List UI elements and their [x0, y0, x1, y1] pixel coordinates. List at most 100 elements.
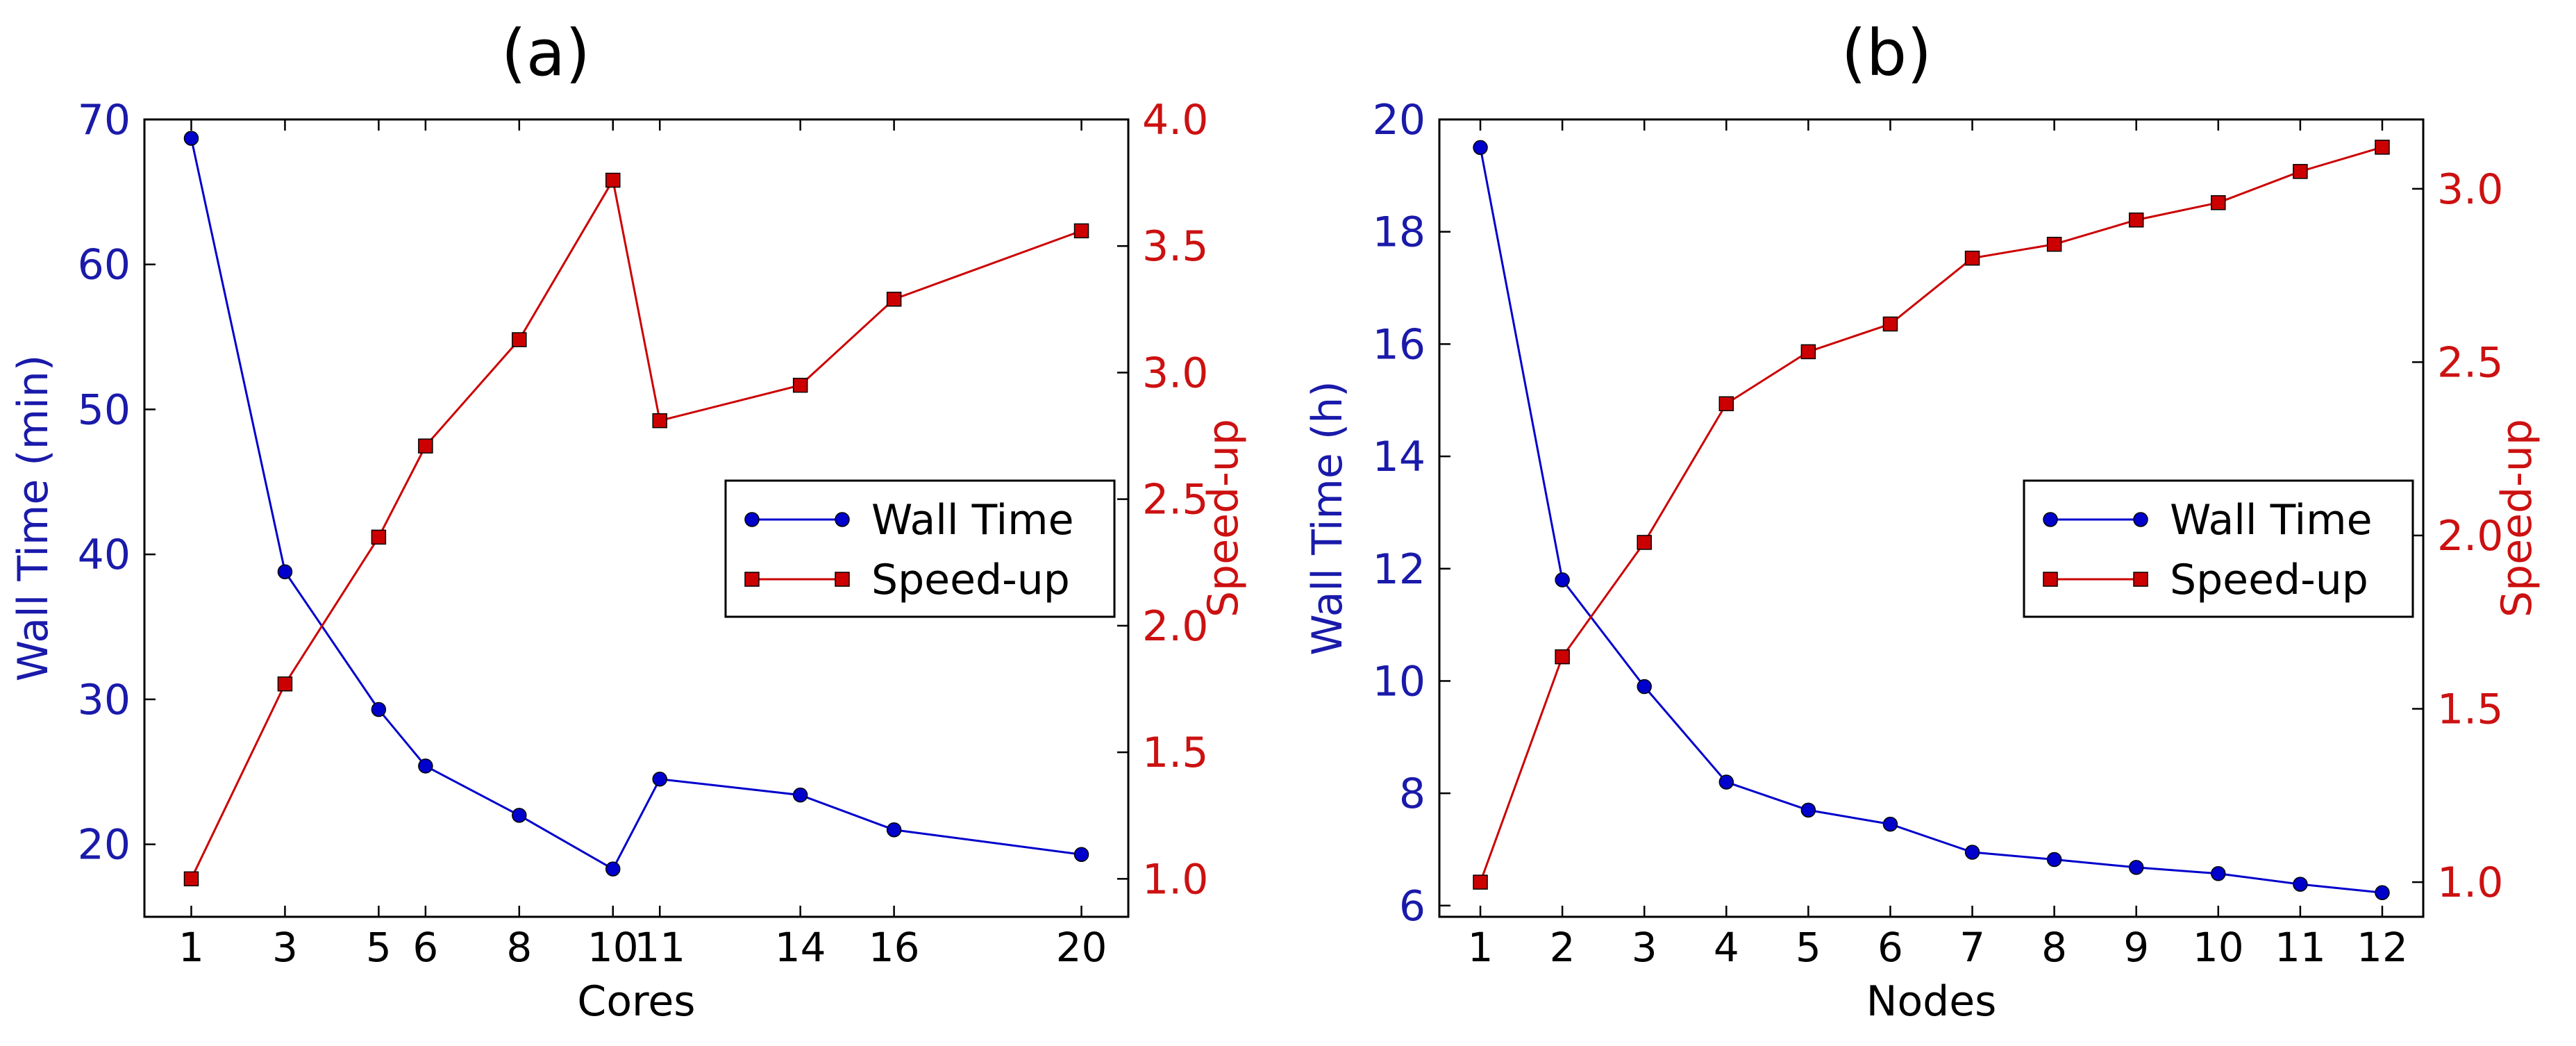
- x-tick-label: 4: [1714, 924, 1739, 971]
- x-tick-label: 8: [2041, 924, 2067, 971]
- data-point-wall-time: [1073, 847, 1089, 862]
- y-right-tick-label: 3.0: [1142, 349, 1208, 397]
- y-right-tick-label: 4.0: [1142, 96, 1208, 144]
- data-point-wall-time: [2046, 852, 2062, 867]
- data-point-wall-time: [1637, 679, 1652, 695]
- data-point-wall-time: [2128, 860, 2144, 875]
- legend-label: Speed-up: [2170, 556, 2368, 604]
- y-right-tick-label: 1.5: [1142, 729, 1208, 777]
- legend: Wall Time Speed-up: [2023, 479, 2414, 618]
- y-left-tick-label: 12: [1373, 545, 1425, 594]
- data-point-wall-time: [183, 131, 199, 146]
- data-point-wall-time: [605, 861, 621, 877]
- x-tick-label: 6: [412, 924, 438, 971]
- data-point-wall-time: [512, 808, 527, 823]
- legend-label: Wall Time: [871, 496, 1074, 545]
- legend-marker: [835, 512, 850, 527]
- data-point-speed-up: [886, 292, 902, 307]
- data-point-speed-up: [2128, 212, 2144, 228]
- chart-title: (b): [1841, 16, 1932, 90]
- y-left-axis-label: Wall Time (h): [1303, 381, 1352, 655]
- legend-box: [724, 479, 1116, 618]
- y-right-tick-label: 2.5: [2437, 338, 2503, 387]
- y-left-axis-label: Wall Time (min): [9, 355, 58, 682]
- series-line-speed-up: [1479, 146, 2383, 883]
- x-axis-label: Nodes: [1866, 977, 1997, 1026]
- x-tick-label: 3: [1632, 924, 1657, 971]
- data-point-speed-up: [1555, 649, 1570, 665]
- data-point-speed-up: [2293, 164, 2308, 179]
- y-right-tick-label: 2.0: [2437, 512, 2503, 561]
- y-left-tick-label: 16: [1373, 320, 1425, 369]
- y-right-tick-label: 2.0: [1142, 602, 1208, 651]
- y-left-tick-label: 20: [78, 821, 131, 870]
- data-point-wall-time: [1718, 774, 1734, 790]
- data-point-wall-time: [1473, 140, 1488, 156]
- x-axis-label: Cores: [577, 977, 695, 1026]
- data-point-speed-up: [1882, 316, 1898, 332]
- x-tick-label: 1: [178, 924, 204, 971]
- x-tick-label: 7: [1959, 924, 1985, 971]
- y-right-tick-label: 3.5: [1142, 222, 1208, 271]
- y-left-tick-label: 70: [78, 96, 131, 144]
- data-point-wall-time: [792, 787, 808, 803]
- x-tick-label: 3: [272, 924, 298, 971]
- x-tick-label: 20: [1056, 924, 1107, 971]
- chart-title: (a): [501, 16, 590, 90]
- y-left-tick-label: 14: [1373, 433, 1425, 481]
- plot-frame: [143, 118, 1130, 918]
- legend-marker: [2133, 512, 2148, 527]
- x-tick-label: 16: [869, 924, 920, 971]
- y-right-tick-label: 1.5: [2437, 686, 2503, 734]
- legend-marker: [744, 512, 760, 527]
- data-point-wall-time: [2293, 877, 2308, 892]
- legend-marker: [835, 572, 850, 587]
- data-point-speed-up: [1473, 874, 1488, 890]
- legend-marker: [2043, 512, 2058, 527]
- x-tick-label: 9: [2123, 924, 2149, 971]
- series-line-wall-time: [190, 138, 1082, 871]
- data-point-wall-time: [1555, 572, 1570, 588]
- data-point-speed-up: [1637, 535, 1652, 550]
- data-point-speed-up: [2211, 195, 2226, 210]
- y-left-tick-label: 8: [1399, 770, 1425, 818]
- data-point-wall-time: [886, 822, 902, 838]
- data-point-speed-up: [418, 438, 433, 454]
- series-line-wall-time: [1479, 147, 2383, 894]
- x-tick-label: 10: [587, 924, 639, 971]
- y-right-tick-label: 2.5: [1142, 476, 1208, 524]
- data-point-wall-time: [418, 758, 433, 774]
- legend-marker: [2133, 572, 2148, 587]
- data-point-wall-time: [371, 702, 387, 717]
- data-point-speed-up: [1073, 223, 1089, 239]
- data-point-speed-up: [512, 332, 527, 347]
- y-left-tick-label: 60: [78, 241, 131, 290]
- series-line-speed-up: [190, 177, 1082, 879]
- x-tick-label: 10: [2193, 924, 2244, 971]
- data-point-wall-time: [1964, 845, 1980, 860]
- y-left-tick-label: 50: [78, 385, 131, 434]
- x-tick-label: 6: [1877, 924, 1903, 971]
- legend-marker: [2043, 572, 2058, 587]
- data-point-speed-up: [1964, 250, 1980, 266]
- y-left-tick-label: 18: [1373, 208, 1425, 257]
- x-tick-label: 1: [1468, 924, 1494, 971]
- y-left-tick-label: 10: [1373, 657, 1425, 706]
- y-right-tick-label: 3.0: [2437, 165, 2503, 214]
- legend-label: Speed-up: [871, 556, 1070, 604]
- data-point-wall-time: [277, 564, 293, 579]
- legend: Wall Time Speed-up: [724, 479, 1116, 618]
- y-left-tick-label: 6: [1399, 882, 1425, 931]
- legend-label: Wall Time: [2170, 496, 2373, 545]
- y-left-tick-label: 20: [1373, 96, 1425, 144]
- data-point-speed-up: [2375, 140, 2390, 155]
- data-point-speed-up: [183, 871, 199, 887]
- x-tick-label: 5: [1796, 924, 1821, 971]
- y-right-tick-label: 1.0: [2437, 858, 2503, 907]
- y-right-axis-label: Speed-up: [2493, 419, 2541, 617]
- data-point-speed-up: [652, 413, 667, 429]
- data-point-speed-up: [792, 377, 808, 393]
- x-tick-label: 8: [506, 924, 532, 971]
- data-point-speed-up: [1800, 344, 1816, 360]
